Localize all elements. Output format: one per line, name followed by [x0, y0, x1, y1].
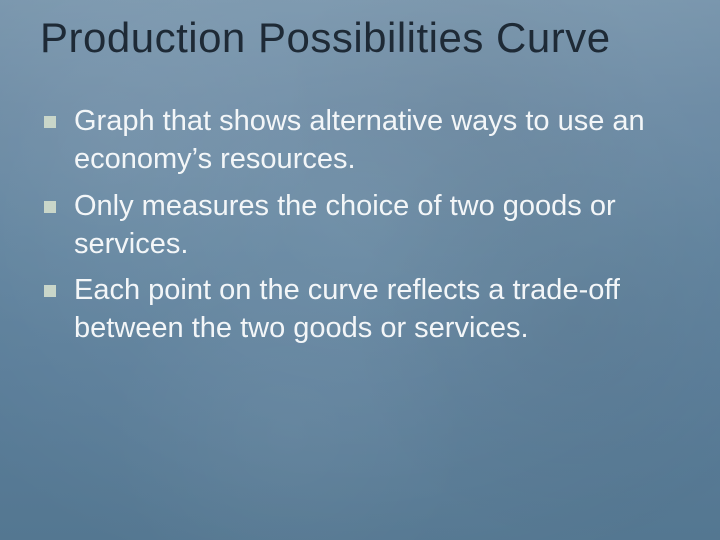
slide: Production Possibilities Curve Graph tha… [0, 0, 720, 540]
list-item: Graph that shows alternative ways to use… [44, 102, 690, 179]
list-item: Only measures the choice of two goods or… [44, 187, 690, 264]
bullet-square-icon [44, 116, 56, 128]
bullet-text: Each point on the curve reflects a trade… [74, 271, 690, 348]
bullet-text: Only measures the choice of two goods or… [74, 187, 690, 264]
slide-title: Production Possibilities Curve [40, 14, 611, 62]
bullet-text: Graph that shows alternative ways to use… [74, 102, 690, 179]
bullet-square-icon [44, 201, 56, 213]
list-item: Each point on the curve reflects a trade… [44, 271, 690, 348]
slide-body: Graph that shows alternative ways to use… [44, 102, 690, 356]
bullet-square-icon [44, 285, 56, 297]
